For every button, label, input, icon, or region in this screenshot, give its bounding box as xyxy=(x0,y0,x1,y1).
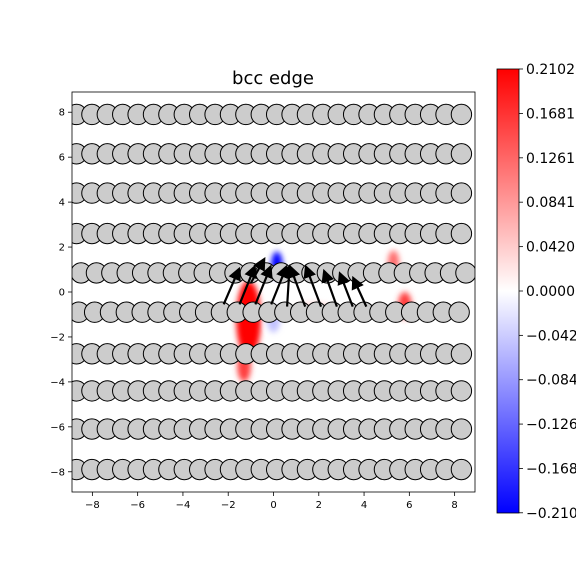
colorbar-tick-label: 0.0000 xyxy=(526,284,575,300)
atom-layer xyxy=(72,103,475,481)
displacement-arrow xyxy=(254,264,273,305)
colorbar-tick-label: −0.210 xyxy=(526,506,576,522)
displacement-arrow xyxy=(222,266,241,305)
displacement-arrow xyxy=(351,275,368,308)
y-tick-label: −4 xyxy=(50,377,65,388)
colorbar-tick-label: −0.084 xyxy=(526,373,576,389)
x-tick-label: 4 xyxy=(361,500,367,511)
x-tick-label: 8 xyxy=(451,500,457,511)
x-tick-label: 6 xyxy=(406,500,412,511)
atom xyxy=(450,143,473,165)
atom xyxy=(450,380,473,402)
colorbar-ticks: 0.2102 0.1681 0.1261 0.0841 0.0420 0.0000 −0.0… xyxy=(519,62,576,522)
displacement-arrow xyxy=(303,264,323,307)
chart-title: bcc edge xyxy=(232,68,314,89)
y-tick-label: 4 xyxy=(59,198,65,209)
y-axis: −8 −6 −4 −2 0 2 4 6 8 xyxy=(50,108,72,478)
displacement-arrow xyxy=(287,264,307,307)
x-axis: −8 −6 −4 −2 0 2 4 6 8 xyxy=(85,492,458,511)
colorbar-tick-label: 0.2102 xyxy=(526,62,575,78)
plot-area xyxy=(72,92,475,492)
displacement-arrow xyxy=(238,264,257,305)
y-tick-label: 8 xyxy=(59,108,65,119)
displacement-arrow xyxy=(337,271,354,308)
atom xyxy=(450,458,473,481)
y-tick-label: −8 xyxy=(50,467,65,478)
displacement-arrow xyxy=(321,268,338,307)
x-tick-label: −8 xyxy=(85,500,100,511)
atom xyxy=(450,222,473,245)
colorbar-tick-label: −0.042 xyxy=(526,328,576,344)
atom xyxy=(450,103,473,126)
x-tick-label: −4 xyxy=(176,500,191,511)
y-tick-label: 6 xyxy=(59,153,65,164)
x-tick-label: 0 xyxy=(270,500,276,511)
colorbar-tick-label: 0.0420 xyxy=(526,240,575,256)
colorbar-tick-label: −0.168 xyxy=(526,461,576,477)
colorbar-tick-label: 0.0841 xyxy=(526,195,575,211)
atom xyxy=(448,301,470,323)
y-tick-label: 0 xyxy=(59,288,65,299)
colorbar-tick-label: −0.126 xyxy=(526,417,576,433)
y-tick-label: −6 xyxy=(50,422,65,433)
y-tick-label: 2 xyxy=(59,243,65,254)
atom xyxy=(455,262,475,284)
atom xyxy=(450,182,473,204)
displacement-arrows xyxy=(222,257,368,308)
atom xyxy=(450,418,473,440)
x-tick-label: −6 xyxy=(130,500,145,511)
y-tick-label: −2 xyxy=(50,332,65,343)
colorbar: 0.2102 0.1681 0.1261 0.0841 0.0420 0.0000 −0.0… xyxy=(496,62,576,522)
colorbar-tick-label: 0.1681 xyxy=(526,106,575,122)
displacement-arrow xyxy=(249,257,266,284)
x-tick-label: 2 xyxy=(316,500,322,511)
colorbar-tick-label: 0.1261 xyxy=(526,151,575,167)
x-tick-label: −2 xyxy=(221,500,236,511)
colorbar-gradient xyxy=(496,68,520,514)
atom xyxy=(450,343,473,365)
